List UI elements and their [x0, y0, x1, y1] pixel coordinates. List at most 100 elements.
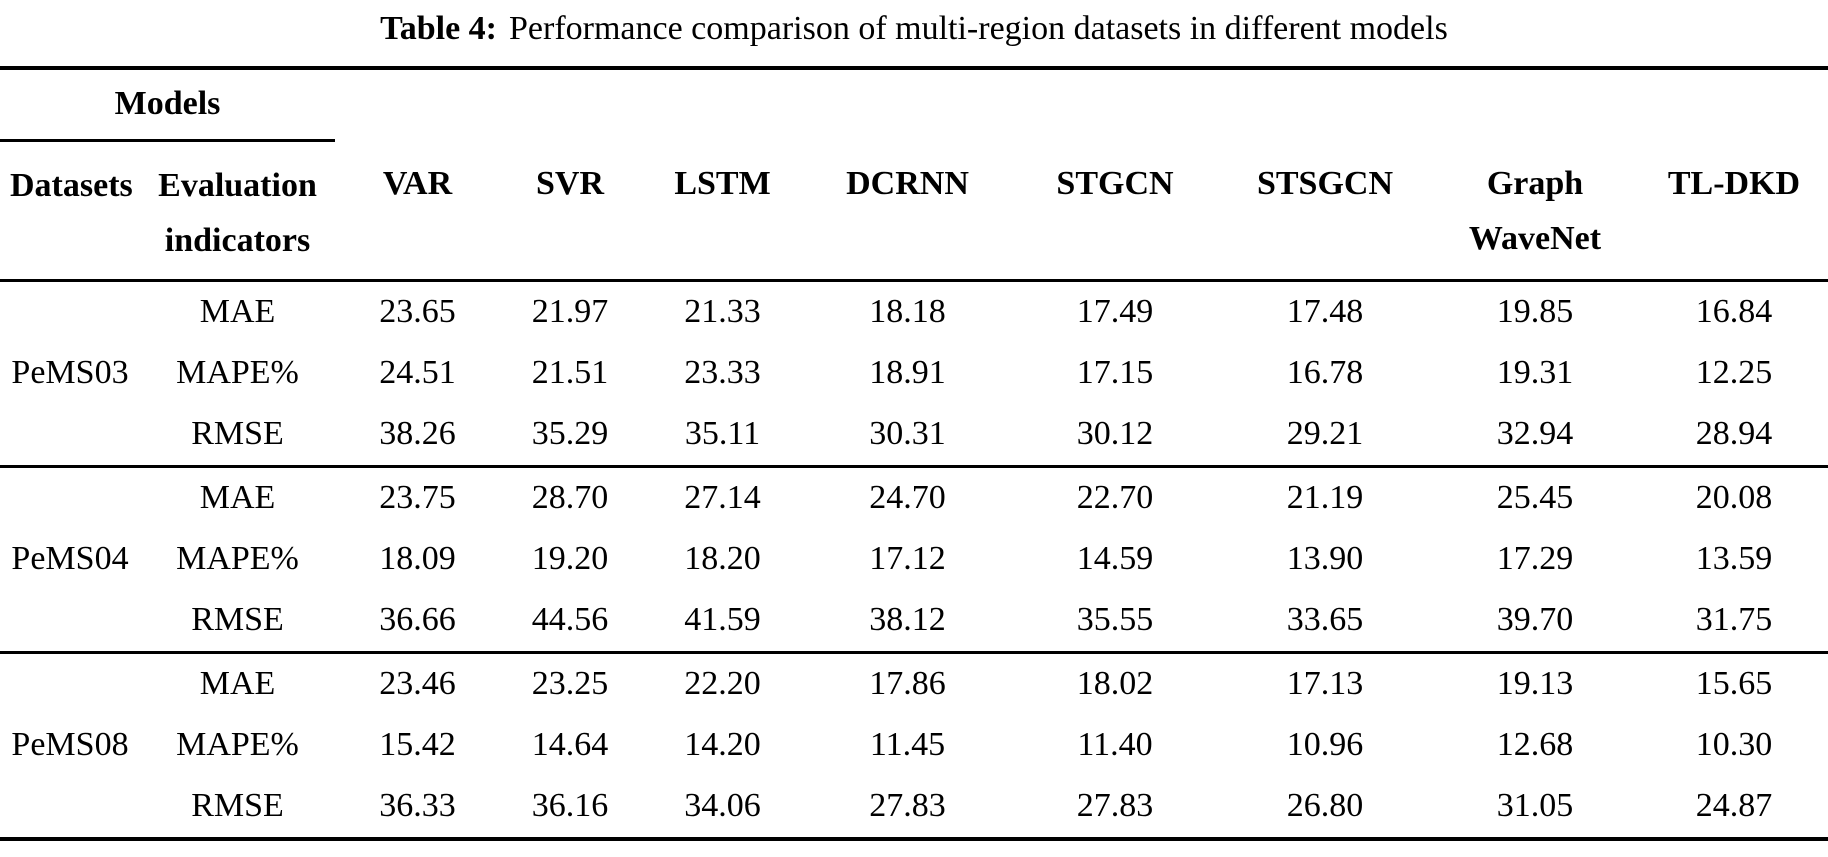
value-cell: 19.31 — [1496, 354, 1574, 391]
value-cell: 19.20 — [531, 540, 609, 577]
value-cell: 28.94 — [1640, 403, 1828, 468]
col-header-stsgcn: STSGCN — [1220, 140, 1430, 282]
value-cell: 12.25 — [1695, 354, 1773, 391]
value-cell: 36.66 — [335, 589, 500, 654]
value-cell: 27.83 — [1076, 787, 1154, 824]
col-header-graph-wavenet: Graph WaveNet — [1430, 140, 1640, 282]
table-row: MAPE% 24.51 21.51 23.33 18.91 17.15 16.7… — [0, 343, 1828, 404]
indicator-label: MAPE% — [176, 354, 299, 391]
value-cell: 44.56 — [500, 589, 640, 654]
table-row: RMSE 36.33 36.16 34.06 27.83 27.83 26.80… — [0, 776, 1828, 839]
value-cell: 18.02 — [1076, 665, 1154, 702]
table-caption-text: Performance comparison of multi-region d… — [509, 10, 1448, 47]
value-cell: 14.59 — [1076, 540, 1154, 577]
dataset-label: PeMS08 — [0, 652, 140, 840]
value-cell: 38.12 — [805, 589, 1010, 654]
col-header-stgcn: STGCN — [1010, 140, 1220, 282]
value-cell: 17.86 — [869, 665, 946, 702]
indicator-label: MAPE% — [176, 540, 299, 577]
value-cell: 16.84 — [1695, 293, 1773, 330]
col-header-lstm: LSTM — [640, 140, 805, 282]
col-header-datasets: Datasets — [0, 140, 140, 282]
value-cell: 31.05 — [1496, 787, 1574, 824]
value-cell: 18.09 — [379, 540, 456, 577]
value-cell: 17.48 — [1286, 293, 1364, 330]
value-cell: 21.97 — [531, 293, 609, 330]
value-cell: 27.83 — [869, 787, 946, 824]
value-cell: 34.06 — [684, 787, 761, 824]
value-cell: 31.75 — [1640, 589, 1828, 654]
value-cell: 30.12 — [1010, 403, 1220, 468]
value-cell: 13.59 — [1695, 540, 1773, 577]
value-cell: 36.33 — [379, 787, 456, 824]
indicator-label: MAE — [199, 479, 276, 516]
value-cell: 30.31 — [805, 403, 1010, 468]
value-cell: 25.45 — [1496, 479, 1574, 516]
value-cell: 23.46 — [379, 665, 456, 702]
value-cell: 22.70 — [1076, 479, 1154, 516]
value-cell: 26.80 — [1286, 787, 1364, 824]
value-cell: 28.70 — [531, 479, 609, 516]
table-caption-label: Table 4: — [380, 10, 497, 47]
table-header: Models Datasets Evaluation indicators VA… — [0, 68, 1828, 282]
indicator-label: MAPE% — [176, 726, 299, 763]
value-cell: 24.51 — [379, 354, 456, 391]
indicator-label: MAE — [199, 293, 276, 330]
value-cell: 15.65 — [1695, 665, 1773, 702]
value-cell: 17.15 — [1076, 354, 1154, 391]
value-cell: 17.13 — [1286, 665, 1364, 702]
value-cell: 35.11 — [640, 403, 805, 468]
value-cell: 23.25 — [531, 665, 609, 702]
table-row: RMSE 38.26 35.29 35.11 30.31 30.12 29.21… — [0, 403, 1828, 468]
col-header-tl-dkd: TL-DKD — [1640, 140, 1828, 282]
value-cell: 23.65 — [379, 293, 456, 330]
value-cell: 13.90 — [1286, 540, 1364, 577]
dataset-block-pems03: PeMS03 MAE 23.65 21.97 21.33 18.18 17.49… — [0, 280, 1828, 468]
value-cell: 29.21 — [1220, 403, 1430, 468]
value-cell: 10.30 — [1695, 726, 1773, 763]
table-row: MAPE% 15.42 14.64 14.20 11.45 11.40 10.9… — [0, 715, 1828, 776]
value-cell: 17.12 — [869, 540, 946, 577]
value-cell: 18.20 — [684, 540, 761, 577]
col-header-evaluation-indicators: Evaluation indicators — [140, 140, 335, 282]
value-cell: 12.68 — [1496, 726, 1574, 763]
value-cell: 15.42 — [379, 726, 456, 763]
value-cell: 32.94 — [1430, 403, 1640, 468]
value-cell: 23.33 — [684, 354, 761, 391]
value-cell: 17.29 — [1496, 540, 1574, 577]
col-header-dcrnn: DCRNN — [805, 140, 1010, 282]
value-cell: 41.59 — [640, 589, 805, 654]
value-cell: 22.20 — [684, 665, 761, 702]
value-cell: 20.08 — [1695, 479, 1773, 516]
value-cell: 24.87 — [1695, 787, 1773, 824]
value-cell: 18.91 — [869, 354, 946, 391]
value-cell: 14.20 — [684, 726, 761, 763]
value-cell: 21.33 — [684, 293, 761, 330]
value-cell: 23.75 — [379, 479, 456, 516]
dataset-label: PeMS03 — [0, 280, 140, 468]
value-cell: 21.51 — [531, 354, 609, 391]
value-cell: 35.29 — [500, 403, 640, 468]
dataset-label: PeMS04 — [0, 466, 140, 654]
indicator-label: RMSE — [140, 403, 335, 468]
value-cell: 16.78 — [1286, 354, 1364, 391]
table-row: PeMS03 MAE 23.65 21.97 21.33 18.18 17.49… — [0, 280, 1828, 468]
col-header-var: VAR — [335, 140, 500, 282]
value-cell: 11.45 — [869, 726, 946, 763]
models-header-spacer — [335, 68, 1828, 140]
value-cell: 38.26 — [335, 403, 500, 468]
dataset-block-pems08: PeMS08 MAE 23.46 23.25 22.20 17.86 18.02… — [0, 652, 1828, 840]
indicator-label: MAE — [199, 665, 276, 702]
value-cell: 19.85 — [1496, 293, 1574, 330]
table-row: PeMS04 MAE 23.75 28.70 27.14 24.70 22.70… — [0, 466, 1828, 654]
dataset-block-pems04: PeMS04 MAE 23.75 28.70 27.14 24.70 22.70… — [0, 466, 1828, 654]
table-caption: Table 4: Performance comparison of multi-… — [0, 0, 1828, 52]
indicator-label: RMSE — [191, 787, 284, 824]
performance-table: Models Datasets Evaluation indicators VA… — [0, 66, 1828, 841]
value-cell: 11.40 — [1077, 726, 1153, 763]
value-cell: 19.13 — [1496, 665, 1574, 702]
table-row: RMSE 36.66 44.56 41.59 38.12 35.55 33.65… — [0, 589, 1828, 654]
indicator-label: RMSE — [140, 589, 335, 654]
table-row: MAPE% 18.09 19.20 18.20 17.12 14.59 13.9… — [0, 529, 1828, 590]
